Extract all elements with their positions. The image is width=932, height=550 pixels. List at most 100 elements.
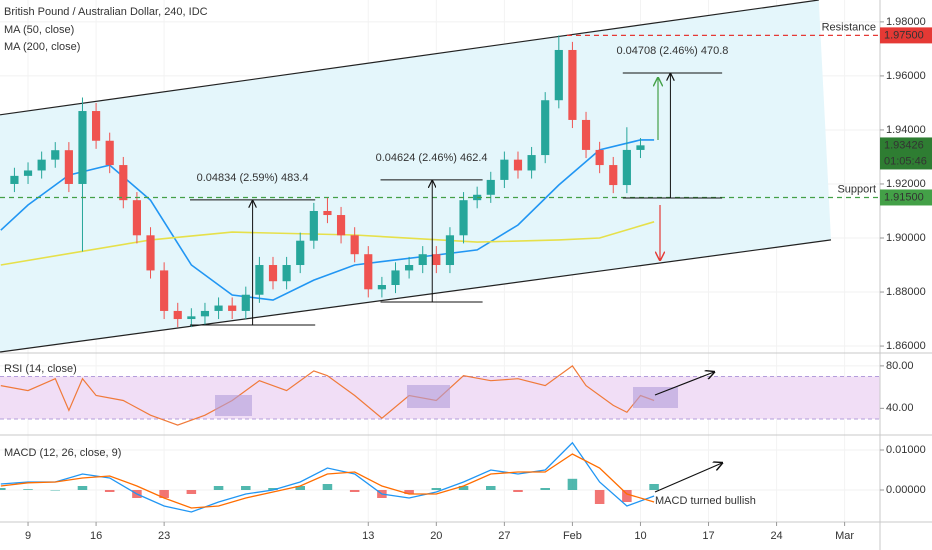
histogram-bar — [431, 488, 442, 490]
x-tick-label: 24 — [770, 530, 782, 542]
measure-label: 0.04834 (2.59%) 483.4 — [197, 172, 309, 184]
histogram-bar — [649, 484, 659, 490]
chart-title: British Pound / Australian Dollar, 240, … — [4, 6, 208, 18]
histogram-bar — [458, 486, 469, 490]
y-tick-label: 0.01000 — [886, 444, 926, 456]
y-tick-label: 1.88000 — [886, 286, 926, 298]
candle-body — [187, 316, 196, 320]
histogram-bar — [23, 489, 33, 490]
candle-body — [214, 305, 223, 311]
histogram-bar — [241, 486, 251, 490]
x-tick-label: 27 — [498, 530, 510, 542]
candle-body — [541, 100, 550, 156]
candle-body — [200, 310, 210, 317]
y-tick-label: 0.00000 — [886, 484, 926, 496]
level-label: Resistance — [822, 21, 876, 33]
histogram-bar — [77, 486, 88, 490]
price-tag-label: 1.97500 — [884, 29, 924, 41]
candle-body — [568, 49, 577, 120]
y-tick-label: 1.90000 — [886, 232, 926, 244]
y-tick-label: 1.92000 — [886, 178, 926, 190]
histogram-bar — [322, 484, 333, 490]
candle-body — [595, 149, 604, 166]
candle-body — [391, 270, 400, 286]
indicator-title: MACD (12, 26, close, 9) — [4, 447, 121, 459]
y-tick-label: 1.94000 — [886, 124, 926, 136]
histogram-bar — [513, 490, 523, 492]
candle-body — [78, 111, 87, 184]
histogram-bar — [349, 490, 360, 492]
candle-body — [500, 159, 509, 180]
last-price: 1.93426 — [884, 139, 924, 151]
candle-body — [64, 150, 73, 184]
candle-body — [241, 294, 250, 311]
macd-line — [0, 441, 655, 513]
y-tick-label: 40.00 — [886, 402, 914, 414]
y-tick-label: 1.98000 — [886, 16, 926, 28]
candle-body — [119, 165, 128, 201]
candle-body — [432, 254, 441, 266]
candle-body — [51, 150, 60, 160]
histogram-bar — [213, 486, 224, 490]
histogram-bar — [567, 478, 578, 490]
y-tick-label: 80.00 — [886, 360, 914, 372]
rsi-line — [0, 365, 655, 426]
histogram-bar — [295, 486, 305, 490]
candle-body — [527, 155, 536, 171]
x-tick-label: Feb — [563, 530, 582, 542]
legend-entry: MA (200, close) — [4, 41, 80, 53]
plot-layer — [0, 0, 880, 513]
countdown: 01:05:46 — [884, 155, 927, 167]
x-tick-label: 9 — [25, 530, 31, 542]
candle-body — [350, 235, 359, 255]
macd-arrow — [654, 463, 722, 493]
histogram-bar — [104, 490, 115, 492]
candle-body — [146, 235, 155, 271]
legend-entry: MA (50, close) — [4, 24, 74, 36]
candle-body — [37, 159, 46, 171]
y-tick-label: 1.96000 — [886, 70, 926, 82]
y-tick-label: 1.86000 — [886, 340, 926, 352]
histogram-bar — [486, 486, 496, 490]
histogram-bar — [622, 490, 632, 502]
price-tag-label: 1.91500 — [884, 191, 924, 203]
candle-body — [459, 200, 468, 236]
candle-body — [445, 235, 455, 266]
candle-body — [418, 254, 427, 266]
candle-body — [554, 49, 563, 101]
candle-body — [92, 111, 101, 141]
candle-body — [323, 210, 332, 216]
measure-label: 0.04708 (2.46%) 470.8 — [616, 45, 728, 57]
x-tick-label: 16 — [90, 530, 102, 542]
candle-body — [513, 159, 523, 171]
candle-body — [282, 265, 291, 282]
candle-body — [105, 140, 114, 166]
candle-body — [255, 265, 264, 295]
price-tag — [880, 137, 932, 170]
candle-body — [405, 265, 414, 271]
background-layer — [0, 0, 880, 522]
price-tag — [880, 189, 932, 206]
histogram-bar — [268, 488, 278, 490]
rsi-highlight — [407, 385, 450, 408]
histogram-bar — [159, 490, 169, 498]
price-tag — [880, 27, 932, 44]
candle-body — [364, 254, 373, 290]
candle-body — [622, 149, 631, 186]
candle-body — [296, 240, 305, 266]
candle-body — [228, 305, 237, 311]
candle-body — [268, 265, 278, 282]
text-layer: British Pound / Australian Dollar, 240, … — [4, 6, 932, 542]
moving-average — [0, 221, 655, 266]
candle-body — [160, 270, 169, 311]
candle-body — [132, 200, 141, 236]
x-tick-label: 23 — [158, 530, 170, 542]
histogram-bar — [186, 490, 197, 494]
candle-body — [377, 285, 386, 290]
x-tick-label: Mar — [835, 530, 854, 542]
candle-body — [23, 170, 33, 176]
histogram-bar — [50, 490, 61, 491]
rsi-highlight — [633, 387, 678, 408]
